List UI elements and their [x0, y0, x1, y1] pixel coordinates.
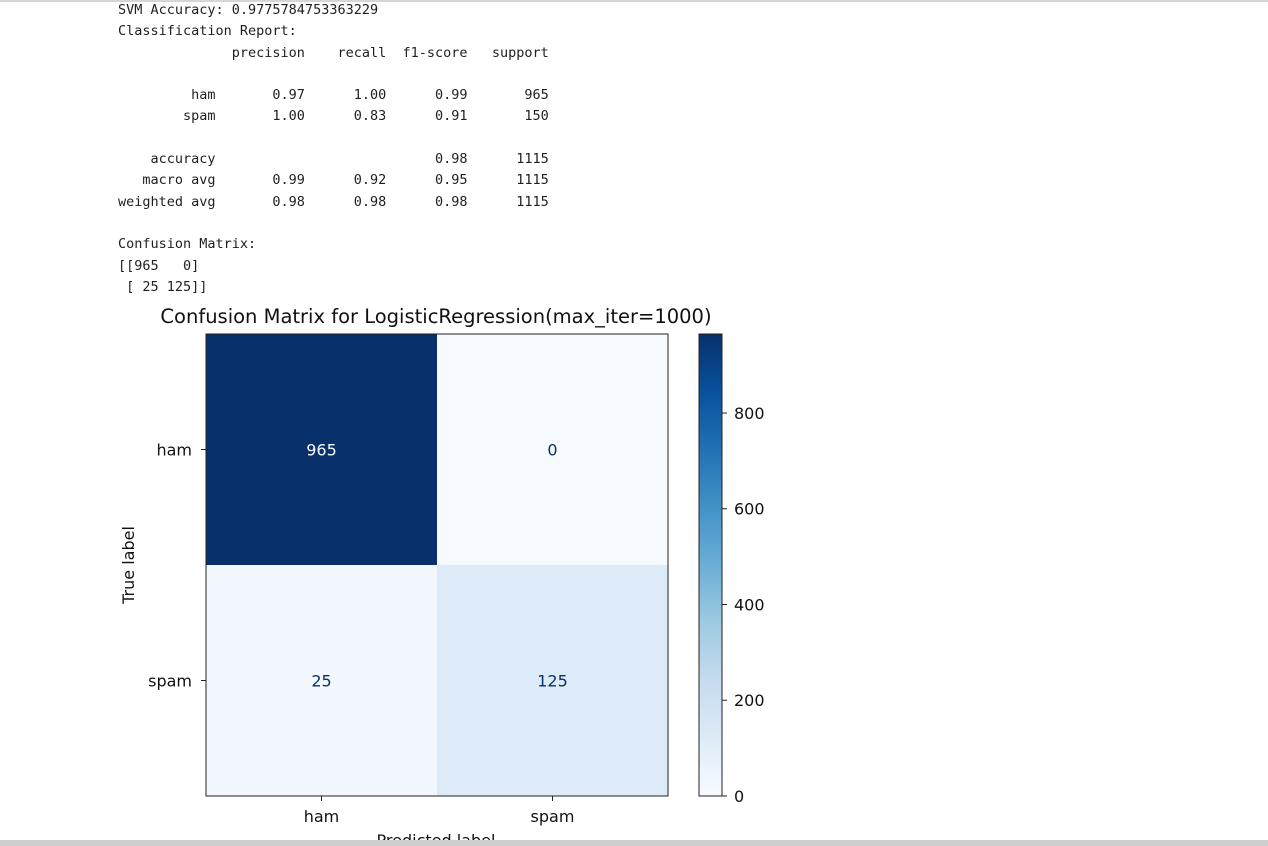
colorbar-tick-label: 600 [734, 500, 765, 519]
cell-output-text: SVM Accuracy: 0.9775784753363229 Classif… [118, 2, 549, 295]
y-axis-label: True label [119, 526, 138, 605]
x-tick-label: spam [531, 807, 575, 826]
colorbar-tick-label: 0 [734, 787, 744, 806]
cell-value-label: 125 [537, 672, 568, 691]
cell-value-label: 965 [306, 441, 337, 460]
horizontal-scrollbar[interactable] [0, 840, 1268, 846]
chart-title: Confusion Matrix for LogisticRegression(… [160, 305, 711, 328]
y-tick-label: spam [148, 672, 192, 691]
colorbar-tick-label: 400 [734, 595, 765, 614]
x-tick-label: ham [304, 807, 340, 826]
matrix-cell [206, 565, 437, 796]
matrix-cell [437, 334, 668, 565]
matrix-frame [205, 333, 669, 797]
cell-value-label: 25 [311, 672, 331, 691]
cell-value-label: 0 [547, 441, 557, 460]
colorbar-tick-label: 200 [734, 691, 765, 710]
top-border [0, 0, 1268, 2]
colorbar [698, 333, 723, 797]
y-tick-label: ham [156, 441, 192, 460]
colorbar-tick-label: 800 [734, 404, 765, 423]
matrix-cell [437, 565, 668, 796]
matrix-cell [206, 334, 437, 565]
